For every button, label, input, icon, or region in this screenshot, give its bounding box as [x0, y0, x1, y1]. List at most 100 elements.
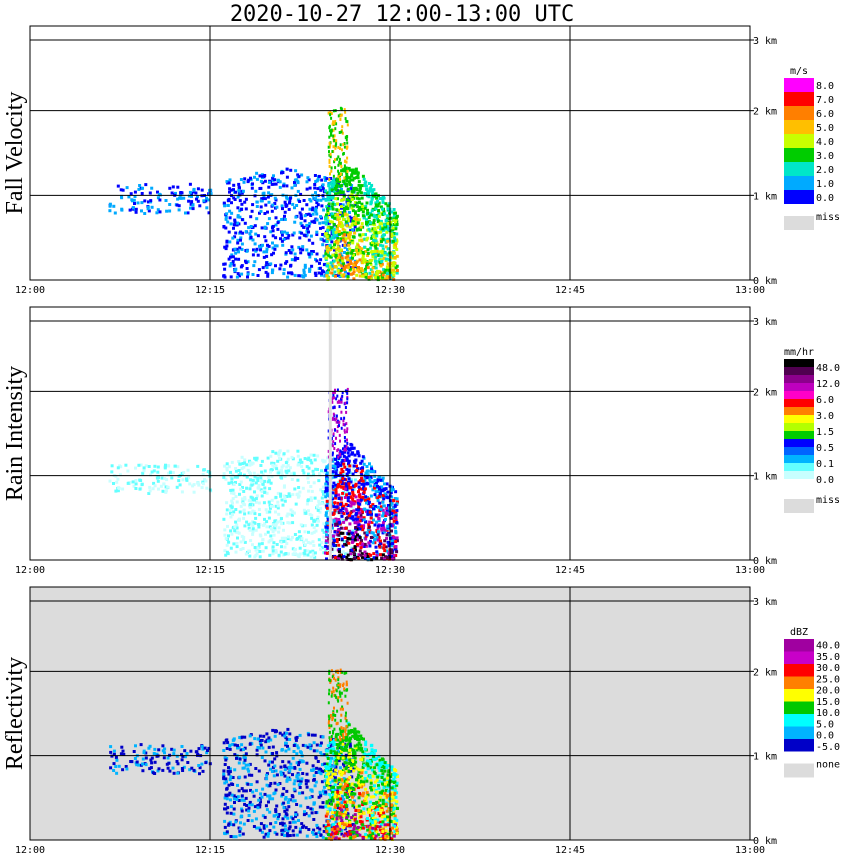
echo-cell: [194, 191, 198, 195]
echo-cell: [345, 160, 348, 164]
echo-cell: [365, 262, 369, 266]
echo-cell: [285, 737, 289, 741]
echo-cell: [382, 210, 386, 214]
echo-cell: [181, 478, 185, 482]
echo-cell: [228, 216, 232, 220]
echo-cell: [341, 190, 345, 194]
echo-cell: [248, 554, 252, 558]
echo-cell: [310, 513, 314, 517]
echo-cell: [240, 247, 244, 251]
echo-cell: [337, 759, 341, 763]
echo-cell: [386, 524, 390, 528]
echo-cell: [201, 480, 205, 484]
echo-cell: [228, 508, 232, 512]
echo-cell: [352, 761, 355, 765]
echo-cell: [341, 203, 345, 207]
echo-cell: [251, 790, 255, 794]
echo-cell: [374, 262, 378, 266]
colorbar-swatch: [784, 439, 814, 447]
echo-cell: [305, 465, 309, 469]
echo-cell: [324, 482, 328, 486]
echo-cell: [376, 484, 379, 488]
echo-cell: [369, 779, 373, 783]
echo-cell: [257, 523, 261, 526]
echo-cell: [284, 743, 288, 747]
echo-cell: [324, 790, 328, 794]
echo-cell: [364, 520, 368, 524]
echo-cell: [236, 746, 239, 750]
echo-cell: [312, 519, 316, 523]
echo-cell: [376, 225, 380, 229]
echo-cell: [246, 468, 250, 472]
echo-cell: [319, 215, 323, 219]
echo-cell: [368, 462, 371, 466]
echo-cell: [392, 261, 396, 265]
echo-cell: [357, 490, 360, 494]
echo-cell: [361, 826, 365, 830]
echo-cell: [378, 250, 382, 254]
echo-cell: [305, 502, 309, 506]
echo-cell: [328, 164, 331, 168]
echo-cell: [321, 233, 325, 236]
echo-cell: [366, 473, 370, 477]
echo-cell: [282, 806, 286, 810]
echo-cell: [340, 555, 344, 559]
echo-cell: [390, 551, 394, 555]
echo-cell: [381, 196, 385, 199]
echo-cell: [362, 490, 366, 494]
echo-cell: [386, 214, 390, 218]
echo-cell: [161, 489, 165, 493]
echo-cell: [185, 752, 189, 755]
echo-cell: [260, 795, 264, 799]
echo-cell: [353, 538, 357, 542]
echo-cell: [308, 743, 312, 747]
echo-cell: [236, 518, 240, 522]
echo-cell: [332, 120, 335, 124]
echo-cell: [314, 207, 318, 211]
echo-cell: [317, 271, 321, 275]
echo-cell: [170, 191, 174, 195]
x-tick-label: 12:30: [375, 285, 405, 296]
echo-cell: [341, 794, 345, 798]
echo-cell: [242, 490, 246, 493]
echo-cell: [389, 220, 393, 224]
echo-cell: [240, 809, 244, 813]
echo-cell: [336, 485, 340, 489]
echo-cell: [372, 469, 376, 473]
echo-cell: [321, 458, 325, 462]
echo-cell: [166, 766, 170, 770]
echo-cell: [344, 169, 348, 173]
echo-cell: [359, 251, 363, 255]
plot-frame: [29, 25, 751, 281]
echo-cell: [246, 767, 250, 771]
echo-cell: [297, 773, 301, 777]
echo-cell: [223, 267, 227, 271]
echo-cell: [331, 830, 335, 834]
echo-cell: [200, 744, 204, 748]
echo-cell: [383, 528, 387, 532]
echo-cell: [228, 209, 232, 213]
echo-cell: [196, 464, 200, 468]
echo-cell: [319, 547, 323, 551]
echo-cell: [243, 497, 247, 501]
echo-cell: [241, 462, 245, 465]
echo-cell: [326, 254, 330, 258]
echo-cell: [342, 143, 345, 147]
echo-cell: [315, 259, 319, 263]
echo-cell: [335, 397, 338, 401]
echo-cell: [222, 772, 226, 776]
echo-cell: [352, 481, 356, 485]
echo-cell: [327, 182, 331, 185]
echo-cell: [225, 212, 229, 216]
echo-cell: [377, 519, 381, 523]
echo-cell: [360, 552, 364, 556]
echo-cell: [305, 834, 309, 838]
echo-cell: [227, 481, 231, 485]
echo-cell: [367, 497, 371, 501]
echo-cell: [360, 525, 363, 529]
echo-cell: [334, 428, 337, 432]
echo-cell: [356, 268, 360, 272]
echo-cell: [350, 204, 354, 208]
echo-cell: [377, 475, 381, 479]
echo-cell: [224, 739, 228, 742]
